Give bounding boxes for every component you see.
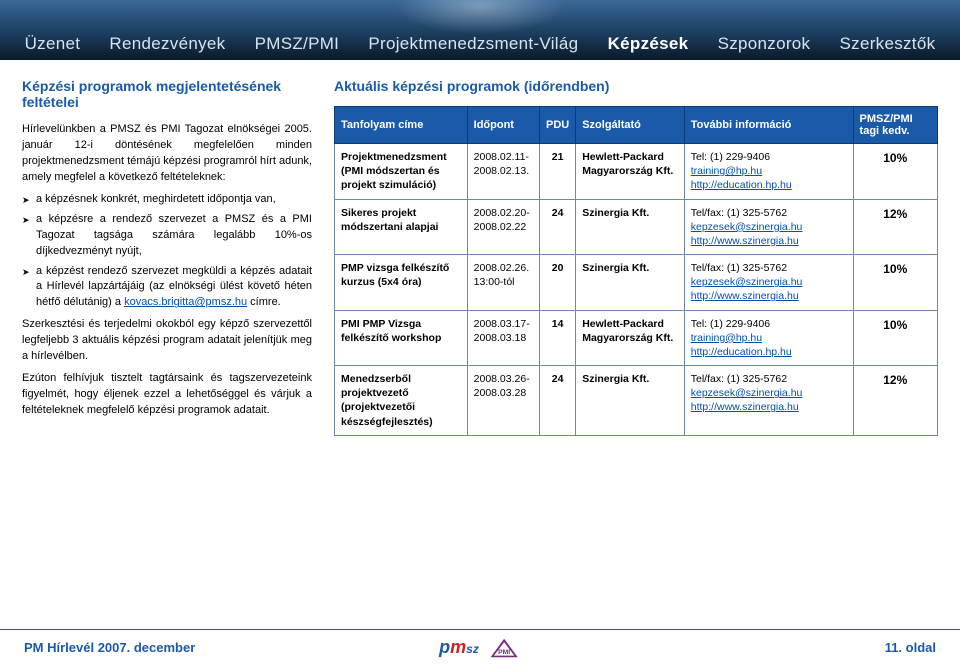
nav-item-rendezvenyek[interactable]: Rendezvények: [109, 34, 225, 54]
table-row: Projektmenedzsment (PMI módszertan és pr…: [335, 144, 938, 200]
cell-provider: Szinergia Kft.: [576, 255, 685, 311]
th-pdu: PDU: [539, 107, 575, 144]
nav-item-pmszpmi[interactable]: PMSZ/PMI: [255, 34, 340, 54]
left-bullet-list: a képzésnek konkrét, meghirdetett időpon…: [22, 192, 312, 312]
cell-discount: 12%: [853, 366, 937, 436]
table-row: PMI PMP Vizsga felkészítő workshop2008.0…: [335, 310, 938, 366]
cell-info: Tel/fax: (1) 325-5762kepzesek@szinergia.…: [684, 199, 853, 255]
cell-pdu: 24: [539, 199, 575, 255]
footer-logos: pmsz PMI: [439, 637, 521, 659]
left-paragraph-3: Ezúton felhívjuk tisztelt tagtársaink és…: [22, 371, 312, 419]
info-link[interactable]: kepzesek@szinergia.hu: [691, 387, 803, 399]
cell-pdu: 24: [539, 366, 575, 436]
pmsz-logo: pmsz: [439, 637, 479, 658]
info-link[interactable]: http://education.hp.hu: [691, 346, 792, 358]
th-discount: PMSZ/PMI tagi kedv.: [853, 107, 937, 144]
left-bullet-1: a képzésnek konkrét, meghirdetett időpon…: [36, 192, 312, 208]
cell-info: Tel/fax: (1) 325-5762kepzesek@szinergia.…: [684, 366, 853, 436]
cell-provider: Szinergia Kft.: [576, 199, 685, 255]
cell-discount: 10%: [853, 255, 937, 311]
cell-title: PMP vizsga felkészítő kurzus (5x4 óra): [335, 255, 468, 311]
left-paragraph-2: Szerkesztési és terjedelmi okokból egy k…: [22, 317, 312, 365]
page-footer: PM Hírlevél 2007. december pmsz PMI 11. …: [0, 629, 960, 665]
cell-provider: Szinergia Kft.: [576, 366, 685, 436]
footer-right: 11. oldal: [885, 640, 936, 655]
info-link[interactable]: kepzesek@szinergia.hu: [691, 276, 803, 288]
table-row: PMP vizsga felkészítő kurzus (5x4 óra)20…: [335, 255, 938, 311]
cell-title: PMI PMP Vizsga felkészítő workshop: [335, 310, 468, 366]
table-row: Menedzserből projektvezető (projektvezet…: [335, 366, 938, 436]
cell-discount: 12%: [853, 199, 937, 255]
cell-date: 2008.02.20-2008.02.22: [467, 199, 539, 255]
left-body: Hírlevelünkben a PMSZ és PMI Tagozat eln…: [22, 122, 312, 419]
cell-discount: 10%: [853, 310, 937, 366]
pmi-logo-icon: PMI: [487, 637, 521, 659]
left-bullet-2: a képzésre a rendező szervezet a PMSZ és…: [36, 212, 312, 260]
right-section-title: Aktuális képzési programok (időrendben): [334, 78, 938, 94]
cell-info: Tel: (1) 229-9406training@hp.huhttp://ed…: [684, 310, 853, 366]
left-email-link[interactable]: kovacs.brigitta@pmsz.hu: [124, 296, 247, 308]
info-link[interactable]: kepzesek@szinergia.hu: [691, 221, 803, 233]
th-title: Tanfolyam címe: [335, 107, 468, 144]
cell-provider: Hewlett-Packard Magyarország Kft.: [576, 144, 685, 200]
nav-item-szerkesztok[interactable]: Szerkesztők: [840, 34, 936, 54]
cell-info: Tel: (1) 229-9406training@hp.huhttp://ed…: [684, 144, 853, 200]
info-link[interactable]: http://www.szinergia.hu: [691, 290, 799, 302]
cell-discount: 10%: [853, 144, 937, 200]
table-header-row: Tanfolyam címe Időpont PDU Szolgáltató T…: [335, 107, 938, 144]
cell-pdu: 14: [539, 310, 575, 366]
cell-pdu: 21: [539, 144, 575, 200]
cell-date: 2008.03.17-2008.03.18: [467, 310, 539, 366]
cell-date: 2008.02.11-2008.02.13.: [467, 144, 539, 200]
nav-bar: Üzenet Rendezvények PMSZ/PMI Projektmene…: [0, 34, 960, 54]
th-provider: Szolgáltató: [576, 107, 685, 144]
nav-item-uzenet[interactable]: Üzenet: [25, 34, 81, 54]
table-row: Sikeres projekt módszertani alapjai2008.…: [335, 199, 938, 255]
info-link[interactable]: http://www.szinergia.hu: [691, 235, 799, 247]
left-bullet-3: a képzést rendező szervezet megküldi a k…: [36, 264, 312, 312]
main-content: Képzési programok megjelentetésének felt…: [0, 60, 960, 436]
cell-title: Sikeres projekt módszertani alapjai: [335, 199, 468, 255]
th-date: Időpont: [467, 107, 539, 144]
cell-provider: Hewlett-Packard Magyarország Kft.: [576, 310, 685, 366]
left-section-title: Képzési programok megjelentetésének felt…: [22, 78, 312, 110]
info-link[interactable]: http://www.szinergia.hu: [691, 401, 799, 413]
footer-left: PM Hírlevél 2007. december: [24, 640, 195, 655]
cell-date: 2008.02.26. 13:00-tól: [467, 255, 539, 311]
cell-date: 2008.03.26-2008.03.28: [467, 366, 539, 436]
info-link[interactable]: http://education.hp.hu: [691, 179, 792, 191]
svg-text:PMI: PMI: [498, 648, 510, 655]
page-header: Üzenet Rendezvények PMSZ/PMI Projektmene…: [0, 0, 960, 60]
cell-info: Tel/fax: (1) 325-5762kepzesek@szinergia.…: [684, 255, 853, 311]
cell-title: Menedzserből projektvezető (projektvezet…: [335, 366, 468, 436]
nav-item-szponzorok[interactable]: Szponzorok: [718, 34, 811, 54]
left-paragraph-1: Hírlevelünkben a PMSZ és PMI Tagozat eln…: [22, 122, 312, 186]
info-link[interactable]: training@hp.hu: [691, 165, 762, 177]
info-link[interactable]: training@hp.hu: [691, 332, 762, 344]
th-info: További információ: [684, 107, 853, 144]
right-column: Aktuális képzési programok (időrendben) …: [334, 78, 938, 436]
courses-table: Tanfolyam címe Időpont PDU Szolgáltató T…: [334, 106, 938, 436]
left-column: Képzési programok megjelentetésének felt…: [22, 78, 312, 436]
nav-item-pmvilag[interactable]: Projektmenedzsment-Világ: [368, 34, 578, 54]
cell-title: Projektmenedzsment (PMI módszertan és pr…: [335, 144, 468, 200]
nav-item-kepzesek[interactable]: Képzések: [608, 34, 689, 54]
cell-pdu: 20: [539, 255, 575, 311]
